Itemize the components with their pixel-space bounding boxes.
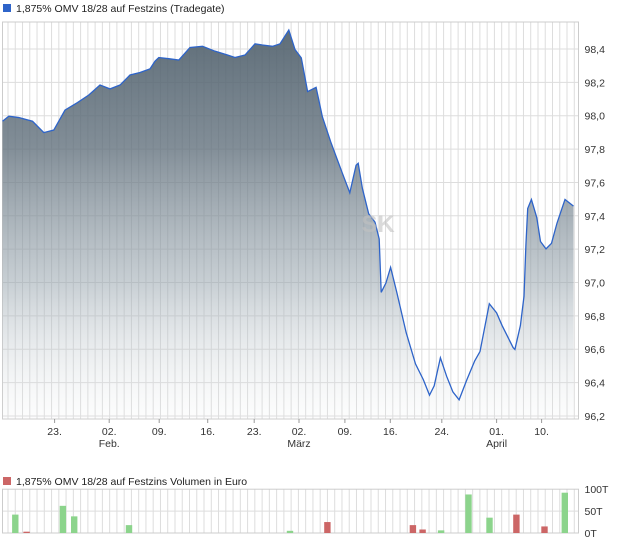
- svg-text:97,2: 97,2: [585, 244, 606, 256]
- svg-text:April: April: [486, 438, 507, 450]
- svg-text:SK: SK: [361, 211, 395, 238]
- svg-text:97,6: 97,6: [585, 177, 606, 189]
- svg-text:97,4: 97,4: [585, 211, 606, 223]
- svg-text:10.: 10.: [534, 426, 549, 438]
- svg-text:23.: 23.: [247, 426, 262, 438]
- svg-text:97,8: 97,8: [585, 144, 606, 156]
- svg-text:96,4: 96,4: [585, 378, 606, 390]
- svg-text:97,0: 97,0: [585, 278, 606, 290]
- svg-text:09.: 09.: [152, 426, 167, 438]
- svg-text:0T: 0T: [585, 528, 598, 540]
- svg-text:100T: 100T: [585, 484, 610, 496]
- svg-text:50T: 50T: [585, 506, 604, 518]
- svg-text:02.: 02.: [292, 426, 307, 438]
- svg-text:09.: 09.: [338, 426, 353, 438]
- svg-text:96,2: 96,2: [585, 411, 606, 423]
- svg-text:96,8: 96,8: [585, 311, 606, 323]
- svg-text:Feb.: Feb.: [99, 438, 120, 450]
- svg-text:98,2: 98,2: [585, 77, 606, 89]
- svg-text:24.: 24.: [434, 426, 449, 438]
- svg-text:16.: 16.: [383, 426, 398, 438]
- svg-text:98,0: 98,0: [585, 111, 606, 123]
- svg-text:96,6: 96,6: [585, 344, 606, 356]
- svg-text:23.: 23.: [47, 426, 62, 438]
- svg-text:01.: 01.: [489, 426, 504, 438]
- svg-text:März: März: [287, 438, 310, 450]
- svg-text:16.: 16.: [200, 426, 215, 438]
- svg-text:98,4: 98,4: [585, 44, 606, 56]
- svg-text:02.: 02.: [102, 426, 117, 438]
